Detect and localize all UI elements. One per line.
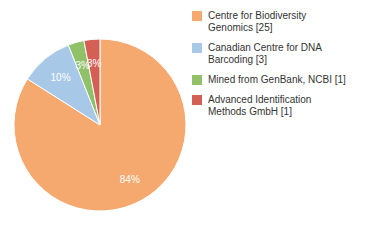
svg-text:3%: 3% xyxy=(87,58,102,69)
html-text:Canadian Centre for DNA: Canadian Centre for DNA xyxy=(208,42,322,53)
svg-text:84%: 84% xyxy=(120,174,140,185)
html-text:Genomics [25]: Genomics [25] xyxy=(208,22,273,33)
svg-text:3%: 3% xyxy=(75,60,90,71)
html-text:Methods GmbH [1]: Methods GmbH [1] xyxy=(208,106,292,117)
html-text:Centre for Biodiversity: Centre for Biodiversity xyxy=(208,10,307,21)
svg-text:10%: 10% xyxy=(51,72,71,83)
html-text:Barcoding [3]: Barcoding [3] xyxy=(208,54,267,65)
html-text:Mined from GenBank, NCBI [1]: Mined from GenBank, NCBI [1] xyxy=(208,74,346,85)
html-text:Advanced Identification: Advanced Identification xyxy=(208,94,312,105)
